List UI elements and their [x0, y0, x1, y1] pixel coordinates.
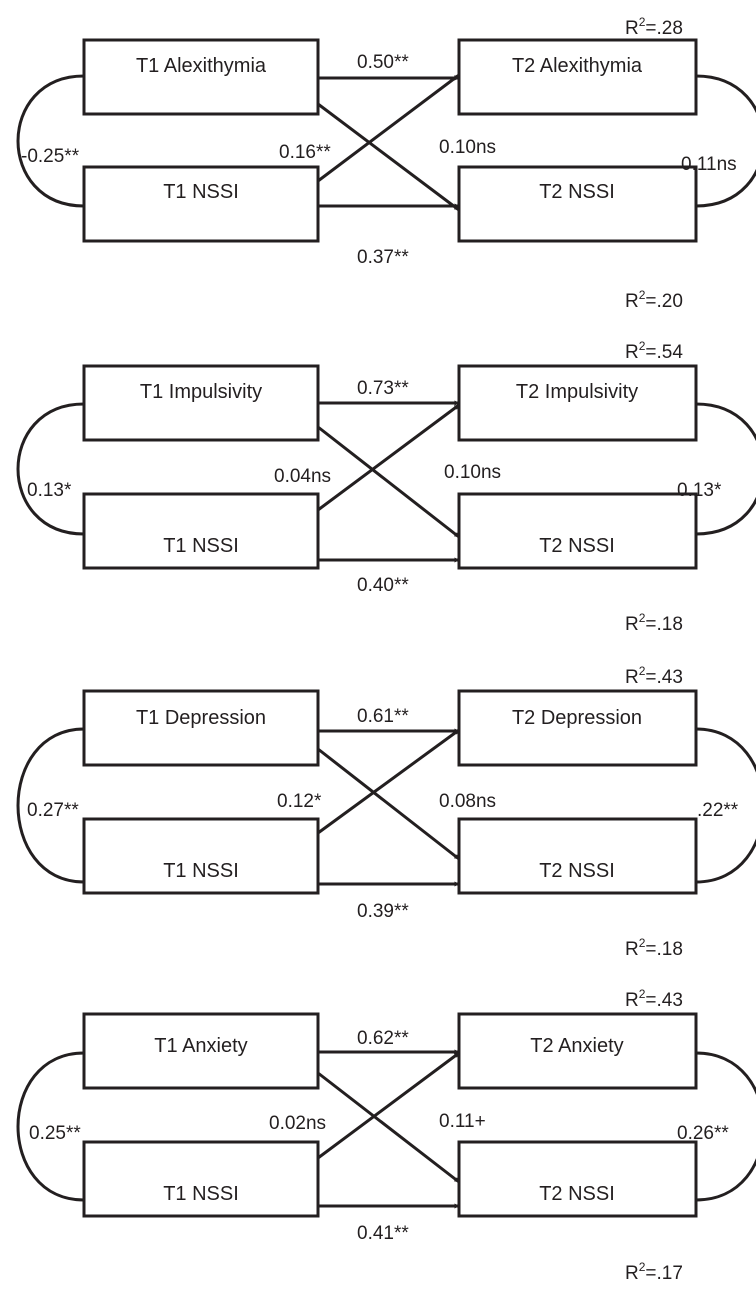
- t1-nssi-box: [82, 817, 320, 895]
- cross-label-nssi-to-construct: 0.08ns: [439, 791, 496, 812]
- t2-construct-label: T2 Alexithymia: [512, 55, 643, 77]
- t2-construct-box: [457, 364, 698, 442]
- t2-construct-label: T2 Anxiety: [530, 1035, 623, 1057]
- t2-nssi-label: T2 NSSI: [539, 181, 615, 203]
- t2-covariance-label: 0.26**: [677, 1123, 729, 1144]
- path-label-construct: 0.73**: [357, 378, 409, 399]
- r2-label-bottom: R2=.20: [625, 288, 683, 312]
- t1-covariance-curve: [16, 727, 85, 884]
- t1-construct-label: T1 Depression: [136, 707, 266, 729]
- t1-construct-label: T1 Impulsivity: [140, 381, 262, 403]
- t1-covariance-label: 0.25**: [29, 1123, 81, 1144]
- t2-construct-box: [457, 1012, 698, 1090]
- t1-construct-box: [82, 689, 320, 767]
- panel-depression: R2=.43 T1 Depression T1 NSSI T2 Depressi…: [16, 664, 756, 960]
- cross-arrow-nssi-to-construct: [317, 73, 460, 183]
- cross-arrow-construct-to-nssi: [317, 747, 460, 861]
- panel-alexithymia: R2=.28 T1 Alexithymia T1 NSSI T2 Alexith…: [16, 15, 756, 312]
- t2-nssi-box: [457, 165, 698, 243]
- t1-nssi-label: T1 NSSI: [163, 1183, 239, 1205]
- path-label-construct: 0.62**: [357, 1028, 409, 1049]
- t2-nssi-label: T2 NSSI: [539, 535, 615, 557]
- t1-covariance-curve: [16, 1051, 85, 1202]
- t1-covariance-curve: [16, 402, 85, 536]
- t1-covariance-label: -0.25**: [21, 146, 80, 167]
- panel-impulsivity: R2=.54 T1 Impulsivity T1 NSSI T2 Impulsi…: [16, 339, 756, 635]
- cross-label-construct-to-nssi: 0.12*: [277, 791, 322, 812]
- cross-label-construct-to-nssi: 0.02ns: [269, 1113, 326, 1134]
- cross-arrow-nssi-to-construct: [317, 403, 460, 512]
- cross-label-nssi-to-construct: 0.11+: [439, 1111, 486, 1132]
- t1-covariance-label: 0.27**: [27, 800, 79, 821]
- t1-nssi-box: [82, 492, 320, 570]
- path-label-nssi: 0.41**: [357, 1223, 409, 1244]
- cross-label-nssi-to-construct: 0.10ns: [439, 137, 496, 158]
- t2-construct-box: [457, 38, 698, 116]
- cross-arrow-nssi-to-construct: [317, 1051, 460, 1160]
- r2-label-top: R2=.54: [625, 339, 683, 363]
- t1-nssi-label: T1 NSSI: [163, 181, 239, 203]
- t2-covariance-label: 0.13*: [677, 480, 722, 501]
- t2-construct-label: T2 Impulsivity: [516, 381, 638, 403]
- r2-label-top: R2=.28: [625, 15, 683, 39]
- path-label-construct: 0.61**: [357, 706, 409, 727]
- t1-covariance-curve: [16, 74, 85, 208]
- path-label-construct: 0.50**: [357, 52, 409, 73]
- cross-label-nssi-to-construct: 0.10ns: [444, 462, 501, 483]
- cross-arrow-nssi-to-construct: [317, 728, 460, 835]
- t1-construct-box: [82, 364, 320, 442]
- path-label-nssi: 0.40**: [357, 575, 409, 596]
- cross-arrow-construct-to-nssi: [317, 102, 460, 212]
- panel-anxiety: R2=.43 T1 Anxiety T1 NSSI T2 Anxiety T2 …: [16, 987, 756, 1284]
- cross-label-construct-to-nssi: 0.16**: [279, 142, 331, 163]
- t2-nssi-box: [457, 1140, 698, 1218]
- t2-nssi-box: [457, 492, 698, 570]
- t2-construct-box: [457, 689, 698, 767]
- t2-construct-label: T2 Depression: [512, 707, 642, 729]
- path-label-nssi: 0.39**: [357, 901, 409, 922]
- t2-covariance-curve: [695, 1051, 756, 1202]
- t1-nssi-label: T1 NSSI: [163, 535, 239, 557]
- t2-nssi-label: T2 NSSI: [539, 1183, 615, 1205]
- t2-nssi-label: T2 NSSI: [539, 860, 615, 882]
- t1-construct-label: T1 Anxiety: [154, 1035, 247, 1057]
- r2-label-top: R2=.43: [625, 987, 683, 1011]
- t2-covariance-curve: [695, 727, 756, 884]
- t2-covariance-label: .22**: [697, 800, 739, 821]
- cross-arrow-construct-to-nssi: [317, 1071, 460, 1184]
- path-label-nssi: 0.37**: [357, 247, 409, 268]
- t1-construct-label: T1 Alexithymia: [136, 55, 267, 77]
- r2-label-bottom: R2=.18: [625, 936, 683, 960]
- t1-covariance-label: 0.13*: [27, 480, 72, 501]
- cross-label-construct-to-nssi: 0.04ns: [274, 466, 331, 487]
- t2-covariance-curve: [695, 74, 756, 208]
- r2-label-top: R2=.43: [625, 664, 683, 688]
- cross-arrow-construct-to-nssi: [317, 425, 460, 539]
- t1-nssi-box: [82, 1140, 320, 1218]
- t1-nssi-box: [82, 165, 320, 243]
- r2-label-bottom: R2=.18: [625, 611, 683, 635]
- t1-construct-box: [82, 38, 320, 116]
- t1-nssi-label: T1 NSSI: [163, 860, 239, 882]
- t2-covariance-curve: [695, 402, 756, 536]
- t2-covariance-label: 0.11ns: [681, 154, 737, 175]
- r2-label-bottom: R2=.17: [625, 1260, 683, 1284]
